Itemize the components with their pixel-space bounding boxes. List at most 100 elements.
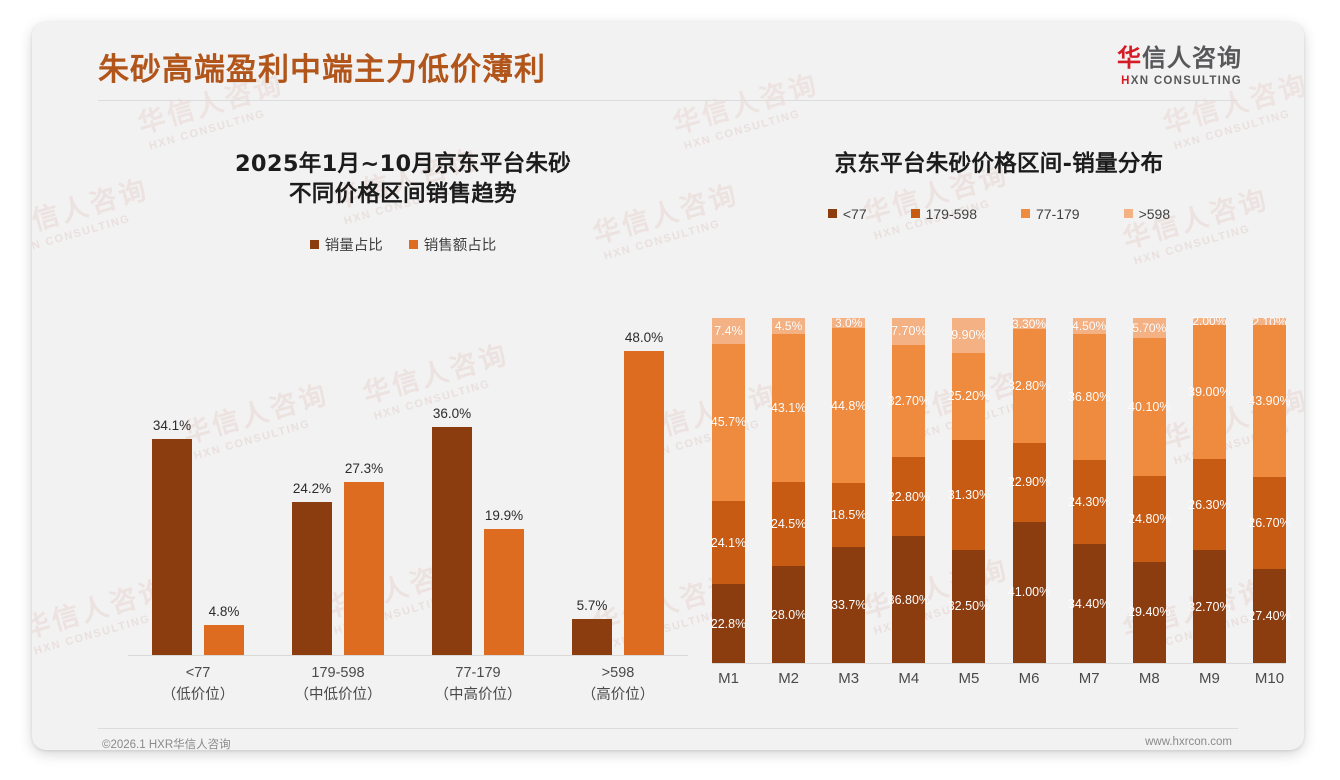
stacked-bar[interactable]: 4.50% 36.80% 24.30% 34.40% <box>1068 318 1110 663</box>
legend-item-1[interactable]: 销售额占比 <box>408 234 496 255</box>
legend-item-0[interactable]: <77 <box>827 206 867 222</box>
stack-segment[interactable]: 2.00% <box>1192 314 1226 328</box>
stack-segment[interactable]: 27.40% <box>1248 568 1291 663</box>
stack-segment[interactable]: 44.8% <box>831 328 866 483</box>
stack-segment[interactable]: 32.50% <box>948 549 990 663</box>
stack-segment[interactable]: 22.80% <box>888 457 930 537</box>
bar-column[interactable]: 24.2% <box>292 326 332 655</box>
left-chart-legend: 销量占比 销售额占比 <box>110 234 696 255</box>
stack-segment[interactable]: 32.80% <box>1008 329 1050 443</box>
bar-column[interactable]: 48.0% <box>624 326 664 655</box>
left-chart-axis <box>128 655 688 656</box>
bar[interactable] <box>344 482 384 655</box>
stack-segment[interactable]: 24.5% <box>771 482 806 567</box>
stack-segment-label: 27.40% <box>1248 608 1291 623</box>
stack-segment[interactable]: 2.10% <box>1252 315 1286 329</box>
stack-segment[interactable]: 32.70% <box>888 344 930 458</box>
bar-column[interactable]: 5.7% <box>572 326 612 655</box>
right-chart-plot: 7.4% 45.7% 24.1% 22.8% 4.5% 43.1% 24.5% 28.0% 3.… <box>710 314 1291 664</box>
stacked-bar[interactable]: 2.00% 39.00% 26.30% 32.70% <box>1188 314 1231 663</box>
stack-segment[interactable]: 24.1% <box>710 501 747 585</box>
stack-segment-label: 29.40% <box>1128 605 1171 620</box>
stack-segment[interactable]: 32.70% <box>1188 550 1231 663</box>
x-axis-label: 179-598 （中低价位） <box>268 662 408 707</box>
stack-segment[interactable]: 29.40% <box>1128 561 1170 663</box>
stack-segment-label: 34.40% <box>1067 596 1111 611</box>
stacked-bar[interactable]: 2.10% 43.90% 26.70% 27.40% <box>1248 315 1291 663</box>
footer-divider <box>98 728 1238 729</box>
stacked-bar[interactable]: 7.4% 45.7% 24.1% 22.8% <box>710 318 747 663</box>
stack-segment[interactable]: 26.70% <box>1248 476 1291 569</box>
stack-segment-label: 31.30% <box>947 488 991 503</box>
stack-segment[interactable]: 25.20% <box>948 352 990 441</box>
left-chart-x-labels: <77 （低价位） 179-598 （中低价位） 77-179 （中高价位） >598 （高价… <box>128 662 688 707</box>
x-axis-label: M1 <box>718 670 739 687</box>
stacked-bar[interactable]: 9.90% 25.20% 31.30% 32.50% <box>948 318 990 663</box>
x-axis-label: M3 <box>838 670 860 687</box>
stack-segment[interactable]: 7.70% <box>891 318 927 345</box>
stack-segment[interactable]: 3.30% <box>1012 317 1046 331</box>
stacked-bar[interactable]: 4.5% 43.1% 24.5% 28.0% <box>771 318 806 663</box>
bar-group: 36.0% 19.9% <box>408 326 548 655</box>
bar[interactable] <box>204 625 244 655</box>
legend-label: 77-179 <box>1036 205 1080 222</box>
slide-header: 朱砂高端盈利中端主力低价薄利 华信人咨询 HXN CONSULTING <box>32 22 1304 101</box>
stack-segment[interactable]: 3.0% <box>832 316 866 330</box>
stacked-bar[interactable]: 3.30% 32.80% 22.90% 41.00% <box>1008 317 1050 663</box>
stack-segment[interactable]: 34.40% <box>1068 544 1110 663</box>
bar-value-label: 36.0% <box>432 406 472 421</box>
stack-segment[interactable]: 40.10% <box>1128 337 1170 476</box>
bar[interactable] <box>152 439 192 655</box>
stack-segment[interactable]: 7.4% <box>712 318 745 344</box>
stack-segment[interactable]: 22.8% <box>711 584 746 663</box>
stack-segment-label: 7.4% <box>714 323 743 338</box>
legend-label: >598 <box>1138 205 1171 222</box>
legend-item-0[interactable]: 销量占比 <box>309 234 383 255</box>
bar-column[interactable]: 19.9% <box>484 326 524 655</box>
stack-segment[interactable]: 43.90% <box>1248 325 1291 477</box>
left-chart-panel: 2025年1月~10月京东平台朱砂 不同价格区间销售趋势 销量占比 销售额占比 3… <box>110 150 696 725</box>
bar[interactable] <box>292 502 332 655</box>
stack-segment[interactable]: 36.80% <box>1068 333 1110 461</box>
stacked-bar[interactable]: 3.0% 44.8% 18.5% 33.7% <box>831 316 867 663</box>
stack-segment-label: 24.1% <box>710 535 747 550</box>
logo-chinese: 华信人咨询 <box>1117 45 1242 72</box>
legend-item-2[interactable]: 77-179 <box>1021 206 1080 222</box>
x-axis-label: M4 <box>898 670 920 687</box>
stack-segment[interactable]: 43.1% <box>771 333 806 483</box>
right-chart-legend: <77 179-598 77-179 >598 <box>704 206 1294 222</box>
stack-segment-label: 18.5% <box>831 507 867 522</box>
x-axis-label-range: 179-598 <box>311 665 365 681</box>
stack-segment[interactable]: 4.50% <box>1072 318 1106 334</box>
stack-segment[interactable]: 24.80% <box>1128 476 1170 562</box>
stack-segment[interactable]: 45.7% <box>711 343 746 502</box>
stack-segment[interactable]: 36.80% <box>888 536 930 663</box>
stack-segment[interactable]: 33.7% <box>831 546 866 663</box>
bar[interactable] <box>484 529 524 655</box>
x-axis-label: M10 <box>1254 670 1285 687</box>
stack-segment[interactable]: 41.00% <box>1008 521 1050 663</box>
stack-segment-label: 9.90% <box>951 328 987 343</box>
bar-column[interactable]: 36.0% <box>432 326 472 655</box>
stack-segment[interactable]: 26.30% <box>1188 459 1231 551</box>
stacked-bar[interactable]: 7.70% 32.70% 22.80% 36.80% <box>888 318 930 663</box>
legend-item-3[interactable]: >598 <box>1123 205 1171 222</box>
stack-segment[interactable]: 22.90% <box>1008 442 1050 522</box>
stack-segment[interactable]: 28.0% <box>771 566 806 663</box>
bar[interactable] <box>624 351 664 655</box>
stack-segment[interactable]: 5.70% <box>1132 318 1166 338</box>
stack-segment[interactable]: 9.90% <box>951 318 987 353</box>
bar-column[interactable]: 34.1% <box>152 326 192 655</box>
stack-segment[interactable]: 4.5% <box>772 318 806 334</box>
stack-segment[interactable]: 18.5% <box>831 482 867 547</box>
bar[interactable] <box>432 427 472 655</box>
bar-column[interactable]: 4.8% <box>204 326 244 655</box>
stack-segment[interactable]: 24.30% <box>1068 460 1110 545</box>
bar[interactable] <box>572 619 612 655</box>
legend-item-1[interactable]: 179-598 <box>910 206 977 222</box>
stack-segment[interactable]: 31.30% <box>948 440 990 550</box>
stacked-bar[interactable]: 5.70% 40.10% 24.80% 29.40% <box>1128 318 1170 663</box>
stack-segment[interactable]: 39.00% <box>1188 324 1231 460</box>
bar-column[interactable]: 27.3% <box>344 326 384 655</box>
legend-swatch-icon <box>827 209 837 219</box>
